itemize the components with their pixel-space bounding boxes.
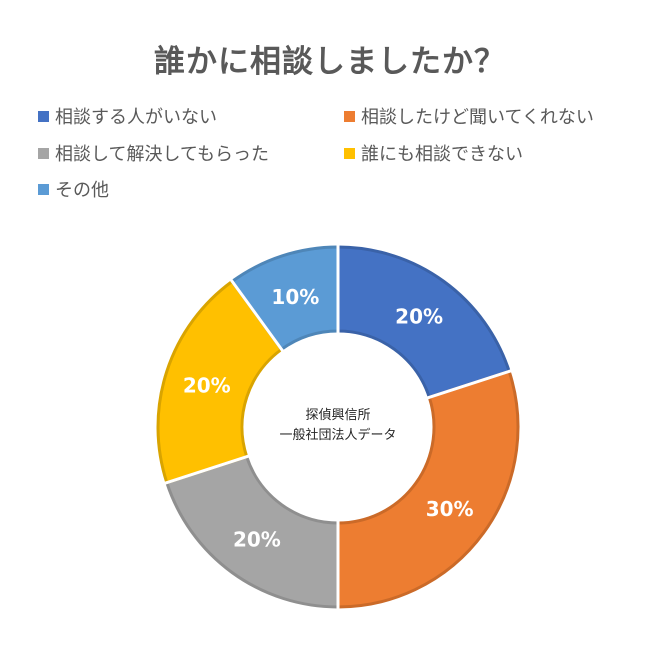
chart-title: 誰かに相談しましたか？ xyxy=(154,44,506,80)
legend-label-1: 相談したけど聞いてくれない xyxy=(361,107,594,128)
legend-item-1: 相談したけど聞いてくれない xyxy=(344,103,594,129)
data-label-0: 20% xyxy=(395,304,443,328)
data-label-1: 30% xyxy=(426,497,474,521)
center-text-0: 探偵興信所 xyxy=(305,408,370,423)
legend-swatch-1 xyxy=(344,110,355,122)
center-text-1: 一般社団法人データ xyxy=(279,427,396,443)
legend-swatch-3 xyxy=(344,147,355,159)
donut-slice-3 xyxy=(156,279,284,485)
legend-swatch-2 xyxy=(38,147,49,159)
legend-item-0: 相談する人がいない xyxy=(38,103,217,129)
legend-item-3: 誰にも相談できない xyxy=(344,140,523,166)
legend-swatch-0 xyxy=(38,110,49,122)
legend-item-2: 相談して解決してもらった xyxy=(38,140,269,166)
data-label-3: 20% xyxy=(183,373,231,397)
legend-label-0: 相談する人がいない xyxy=(55,107,217,128)
data-label-2: 20% xyxy=(233,528,281,552)
legend-label-4: その他 xyxy=(55,180,109,201)
legend-label-2: 相談して解決してもらった xyxy=(55,144,270,165)
legend-item-4: その他 xyxy=(38,176,109,202)
legend-label-3: 誰にも相談できない xyxy=(361,144,523,165)
donut-slice-0 xyxy=(336,245,511,399)
donut-slice-2 xyxy=(165,455,340,609)
slice-separator-3 xyxy=(163,454,250,485)
data-label-4: 10% xyxy=(271,285,319,309)
legend-swatch-4 xyxy=(38,183,49,195)
donut-slice-1 xyxy=(336,369,520,609)
slice-separator-4 xyxy=(229,278,284,352)
slice-separator-1 xyxy=(426,369,513,400)
